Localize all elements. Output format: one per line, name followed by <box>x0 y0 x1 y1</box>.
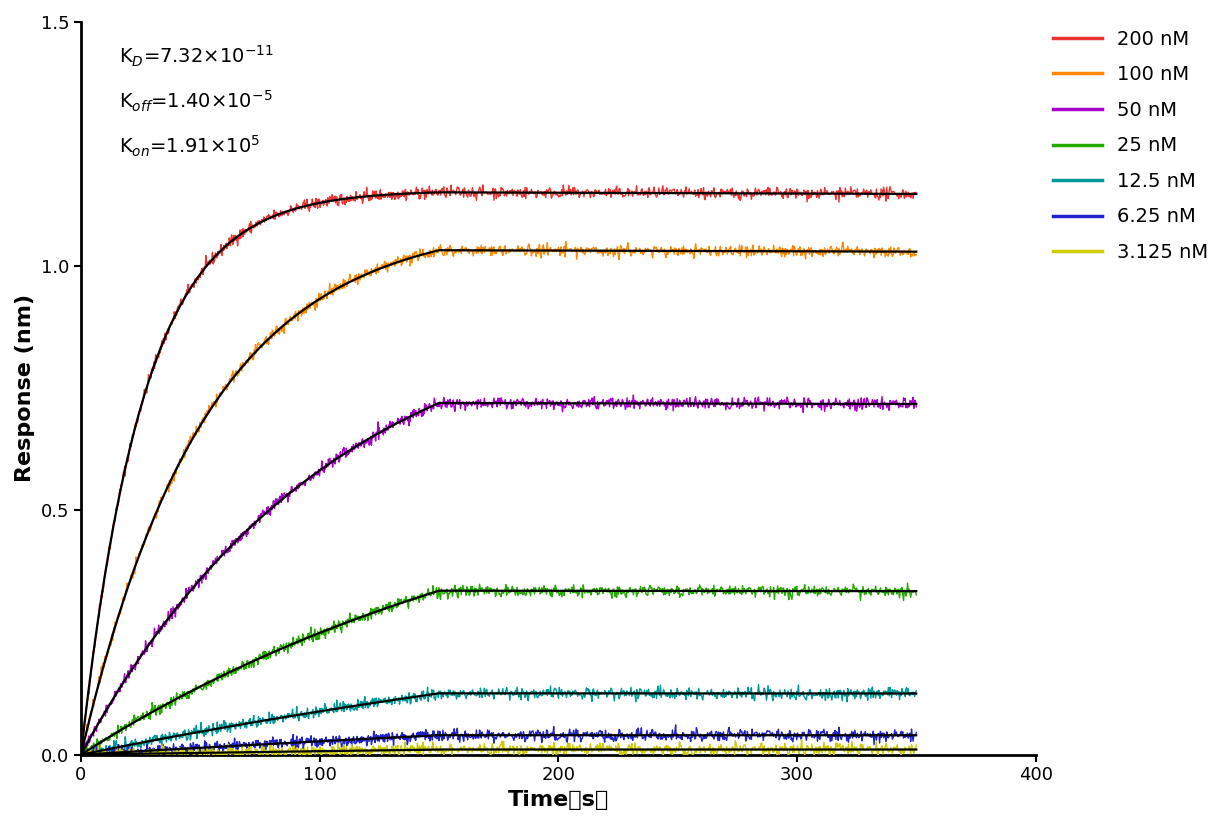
Legend: 200 nM, 100 nM, 50 nM, 25 nM, 12.5 nM, 6.25 nM, 3.125 nM: 200 nM, 100 nM, 50 nM, 25 nM, 12.5 nM, 6… <box>1045 22 1216 270</box>
Text: K$_D$=7.32×10$^{-11}$
K$_{off}$=1.40×10$^{-5}$
K$_{on}$=1.91×10$^{5}$: K$_D$=7.32×10$^{-11}$ K$_{off}$=1.40×10$… <box>119 44 273 159</box>
X-axis label: Time（s）: Time（s） <box>507 790 609 810</box>
Y-axis label: Response (nm): Response (nm) <box>15 295 34 483</box>
